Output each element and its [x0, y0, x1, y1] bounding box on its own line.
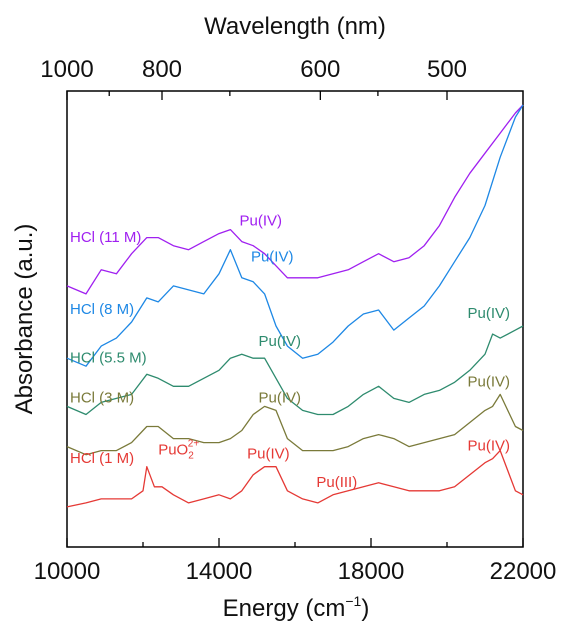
x-axis-title-close: ): [361, 595, 369, 622]
series-label: HCl (1 M): [70, 450, 134, 467]
puo2-base: PuO: [158, 442, 188, 459]
peak-annotation: Pu(IV): [247, 446, 290, 463]
series-line: [66, 104, 524, 295]
series-layer: [66, 104, 524, 508]
x-tick-label: 14000: [186, 558, 253, 585]
x-tick-label: 18000: [338, 558, 405, 585]
peak-annotation: Pu(IV): [468, 438, 511, 455]
x-axis-title: Energy (cm−1): [223, 593, 370, 622]
peak-annotation: Pu(III): [316, 474, 357, 491]
top-tick-label: 1000: [40, 56, 93, 83]
top-tick-label: 800: [142, 56, 182, 83]
series-line: [66, 449, 524, 508]
x-axis-title-sup: −1: [345, 593, 361, 609]
puo2-annotation: PuO22+: [158, 439, 199, 462]
series-label: HCl (3 M): [70, 390, 134, 407]
peak-annotation: Pu(IV): [468, 305, 511, 322]
series-line: [66, 104, 524, 367]
top-tick-label: 600: [300, 56, 340, 83]
peak-annotation: Pu(IV): [259, 333, 302, 350]
series-label: HCl (5.5 M): [70, 349, 147, 366]
y-axis-title: Absorbance (a.u.): [11, 224, 38, 415]
series-line: [66, 325, 524, 416]
puo2-sup: 2+: [188, 439, 200, 450]
x-tick-label: 22000: [490, 558, 557, 585]
peak-annotation: Pu(IV): [259, 389, 302, 406]
series-label: HCl (11 M): [70, 229, 141, 246]
top-tick-label: 500: [427, 56, 467, 83]
peak-annotation: Pu(IV): [240, 213, 283, 230]
puo2-sub: 2: [188, 451, 194, 462]
series-line: [66, 393, 524, 456]
axis-layer: 10000 14000 18000 22000 1000 800 600 500: [34, 56, 557, 585]
peak-annotation: Pu(IV): [468, 373, 511, 390]
series-label: HCl (8 M): [70, 301, 134, 318]
x-axis-title-main: Energy (cm: [223, 595, 346, 622]
plot-frame: [66, 90, 524, 548]
label-layer: HCl (11 M) HCl (8 M) HCl (5.5 M) HCl (3 M) H…: [70, 213, 510, 491]
peak-annotation: Pu(IV): [251, 249, 294, 266]
x-tick-label: 10000: [34, 558, 101, 585]
top-axis-title: Wavelength (nm): [204, 13, 386, 40]
